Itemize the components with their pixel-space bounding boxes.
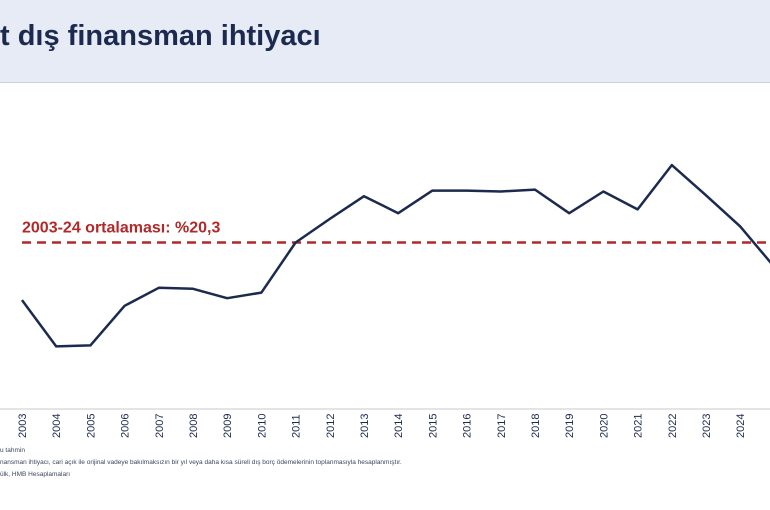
x-tick-label: 2005 <box>85 414 97 438</box>
footnote-2: nansman ihtiyacı, cari açık ile orijinal… <box>0 459 402 466</box>
x-tick-label: 2019 <box>564 414 576 438</box>
x-tick-label: 2010 <box>256 414 268 438</box>
header-banner: t dış finansman ihtiyacı <box>0 0 770 83</box>
x-tick-label: 2024 <box>735 414 747 438</box>
footnote-1: u tahmin <box>0 447 25 454</box>
x-tick-label: 2008 <box>188 414 200 438</box>
line-chart: 2003-24 ortalaması: %20,3 2003 2004 2005 20… <box>0 163 770 438</box>
average-reference-label: 2003-24 ortalaması: %20,3 <box>22 220 220 237</box>
x-tick-label: 2012 <box>325 414 337 438</box>
footnote-3: ülk, HMB Hesaplamaları <box>0 471 71 478</box>
x-tick-label: 2017 <box>496 414 508 438</box>
x-tick-labels: 2003 2004 2005 2006 2007 2008 2009 2010 2011 2012… <box>17 414 747 438</box>
x-tick-label: 2009 <box>222 414 234 438</box>
series-line <box>20 163 770 348</box>
x-tick-label: 2023 <box>701 414 713 438</box>
x-tick-label: 2011 <box>291 414 303 438</box>
x-tick-label: 2016 <box>462 414 474 438</box>
footnotes: u tahmin nansman ihtiyacı, cari açık ile… <box>0 445 770 481</box>
x-tick-label: 2022 <box>667 414 679 438</box>
x-tick-label: 2021 <box>633 414 645 438</box>
x-tick-label: 2014 <box>393 414 405 438</box>
x-tick-label: 2004 <box>51 414 63 438</box>
x-tick-label: 2003 <box>17 414 29 438</box>
x-tick-label: 2020 <box>598 414 610 438</box>
page-title: t dış finansman ihtiyacı <box>0 20 321 52</box>
x-tick-label: 2018 <box>530 414 542 438</box>
x-tick-label: 2015 <box>427 414 439 438</box>
x-tick-label: 2013 <box>359 414 371 438</box>
x-tick-label: 2006 <box>120 414 132 438</box>
x-tick-label: 2007 <box>154 414 166 438</box>
